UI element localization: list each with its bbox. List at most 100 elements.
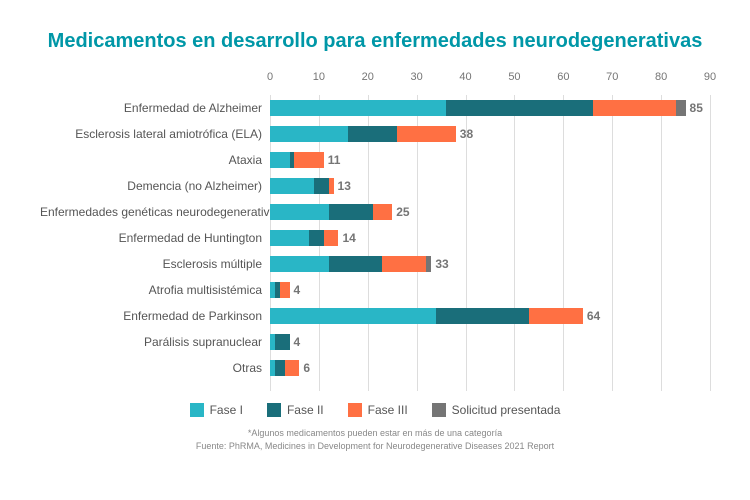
stacked-bar (270, 204, 710, 220)
bar-total-label: 4 (294, 334, 301, 350)
category-label: Ataxia (40, 153, 270, 167)
bar-segment (314, 178, 329, 194)
bar-segment (329, 204, 373, 220)
stacked-bar (270, 256, 710, 272)
stacked-bar (270, 334, 710, 350)
legend-item: Solicitud presentada (432, 403, 561, 417)
bar-segment (294, 152, 323, 168)
bar-track: 4 (270, 277, 710, 303)
category-label: Esclerosis múltiple (40, 257, 270, 271)
bar-track: 85 (270, 95, 710, 121)
bar-row: Atrofia multisistémica 4 (40, 277, 710, 303)
bar-segment (397, 126, 456, 142)
bar-segment (329, 256, 383, 272)
bar-total-label: 38 (460, 126, 473, 142)
stacked-bar (270, 308, 710, 324)
bar-segment (270, 100, 446, 116)
category-label: Atrofia multisistémica (40, 283, 270, 297)
bar-total-label: 6 (303, 360, 310, 376)
chart-title: Medicamentos en desarrollo para enfermed… (40, 30, 710, 53)
category-label: Enfermedad de Parkinson (40, 309, 270, 323)
x-tick-label: 60 (557, 71, 569, 83)
bar-segment (270, 126, 348, 142)
legend: Fase I Fase II Fase III Solicitud presentad… (40, 403, 710, 417)
x-tick-label: 10 (313, 71, 325, 83)
bar-track: 4 (270, 329, 710, 355)
legend-item: Fase III (348, 403, 408, 417)
legend-swatch (267, 403, 281, 417)
legend-label: Solicitud presentada (452, 403, 561, 417)
bar-segment (270, 256, 329, 272)
legend-swatch (348, 403, 362, 417)
legend-item: Fase I (190, 403, 243, 417)
bar-track: 6 (270, 355, 710, 381)
category-label: Esclerosis lateral amiotrófica (ELA) (40, 127, 270, 141)
bar-track: 25 (270, 199, 710, 225)
bar-segment (426, 256, 431, 272)
bar-segment (446, 100, 593, 116)
legend-label: Fase III (368, 403, 408, 417)
bar-segment (373, 204, 393, 220)
stacked-bar (270, 230, 710, 246)
bar-row: Esclerosis lateral amiotrófica (ELA) 38 (40, 121, 710, 147)
legend-item: Fase II (267, 403, 324, 417)
bar-row: Enfermedad de Alzheimer85 (40, 95, 710, 121)
bar-track: 13 (270, 173, 710, 199)
bar-row: Parálisis supranuclear4 (40, 329, 710, 355)
bar-total-label: 33 (435, 256, 448, 272)
bar-segment (676, 100, 686, 116)
stacked-bar (270, 178, 710, 194)
stacked-bar (270, 126, 710, 142)
x-axis-row: 0102030405060708090 (40, 71, 710, 91)
stacked-bar (270, 100, 710, 116)
bar-segment (275, 334, 290, 350)
chart-container: Medicamentos en desarrollo para enfermed… (0, 0, 750, 500)
legend-label: Fase II (287, 403, 324, 417)
category-label: Enfermedades genéticas neurodegenerativa… (40, 205, 270, 219)
bar-total-label: 64 (587, 308, 600, 324)
bar-segment (275, 360, 285, 376)
bar-total-label: 14 (342, 230, 355, 246)
bar-track: 64 (270, 303, 710, 329)
bar-segment (280, 282, 290, 298)
bar-segment (270, 308, 436, 324)
bar-row: Esclerosis múltiple 33 (40, 251, 710, 277)
footnote-2: Fuente: PhRMA, Medicines in Development … (40, 440, 710, 453)
bar-segment (285, 360, 300, 376)
x-axis-labels: 0102030405060708090 (270, 71, 710, 91)
bar-row: Enfermedades genéticas neurodegenerativa… (40, 199, 710, 225)
bar-total-label: 13 (338, 178, 351, 194)
bar-segment (348, 126, 397, 142)
bar-segment (270, 152, 290, 168)
legend-swatch (432, 403, 446, 417)
category-label: Otras (40, 361, 270, 375)
footnote-1: *Algunos medicamentos pueden estar en má… (40, 427, 710, 440)
bar-track: 38 (270, 121, 710, 147)
x-tick-label: 50 (508, 71, 520, 83)
bar-segment (324, 230, 339, 246)
chart-area: 0102030405060708090 Enfermedad de Alzhei… (40, 71, 710, 391)
bar-segment (270, 178, 314, 194)
x-tick-label: 40 (459, 71, 471, 83)
bar-total-label: 4 (294, 282, 301, 298)
bar-row: Ataxia 11 (40, 147, 710, 173)
legend-swatch (190, 403, 204, 417)
bar-segment (382, 256, 426, 272)
x-tick-label: 80 (655, 71, 667, 83)
stacked-bar (270, 360, 710, 376)
bar-segment (329, 178, 334, 194)
bar-segment (529, 308, 583, 324)
bar-segment (270, 230, 309, 246)
legend-label: Fase I (210, 403, 243, 417)
bar-total-label: 25 (396, 204, 409, 220)
bar-row: Demencia (no Alzheimer) 13 (40, 173, 710, 199)
bar-segment (593, 100, 676, 116)
bar-track: 14 (270, 225, 710, 251)
bar-rows: Enfermedad de Alzheimer85Esclerosis late… (40, 95, 710, 381)
bar-track: 11 (270, 147, 710, 173)
bar-segment (436, 308, 529, 324)
x-tick-label: 0 (267, 71, 273, 83)
x-tick-label: 30 (411, 71, 423, 83)
bar-total-label: 11 (328, 152, 341, 168)
category-label: Demencia (no Alzheimer) (40, 179, 270, 193)
